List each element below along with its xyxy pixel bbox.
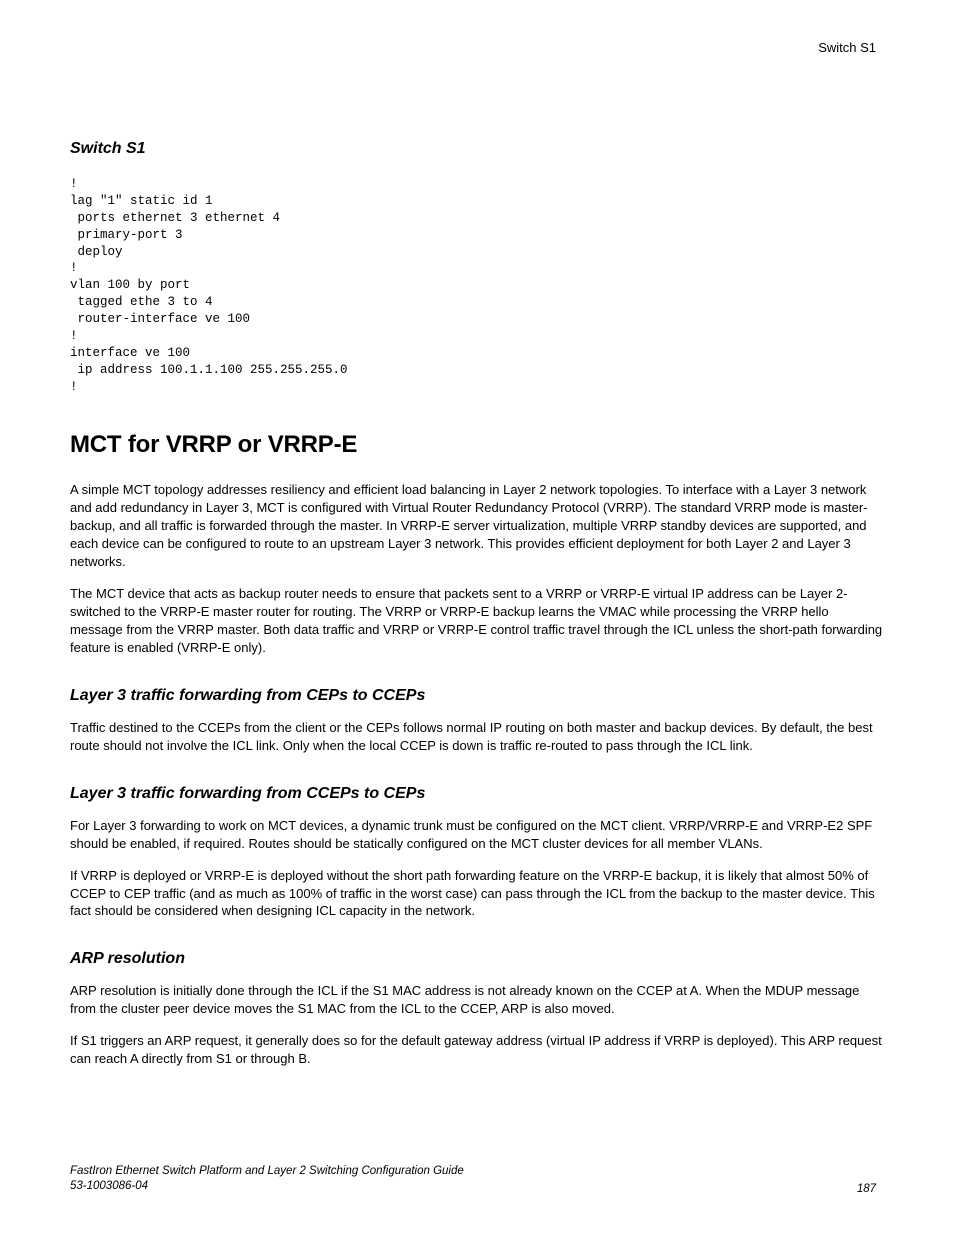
running-header: Switch S1	[818, 40, 876, 55]
section-heading-switch-s1: Switch S1	[70, 140, 884, 158]
page-footer: FastIron Ethernet Switch Platform and La…	[70, 1164, 876, 1195]
paragraph: Traffic destined to the CCEPs from the c…	[70, 719, 884, 755]
footer-left: FastIron Ethernet Switch Platform and La…	[70, 1164, 464, 1195]
paragraph: If VRRP is deployed or VRRP-E is deploye…	[70, 867, 884, 921]
footer-page-number: 187	[857, 1183, 876, 1195]
paragraph: For Layer 3 forwarding to work on MCT de…	[70, 817, 884, 853]
paragraph: A simple MCT topology addresses resilien…	[70, 481, 884, 571]
code-block-switch-s1: ! lag "1" static id 1 ports ethernet 3 e…	[70, 176, 884, 395]
footer-doc-number: 53-1003086-04	[70, 1179, 464, 1195]
subheading-ceps-to-cceps: Layer 3 traffic forwarding from CEPs to …	[70, 687, 884, 705]
page: Switch S1 Switch S1 ! lag "1" static id …	[0, 0, 954, 1235]
footer-doc-title: FastIron Ethernet Switch Platform and La…	[70, 1164, 464, 1180]
subheading-arp-resolution: ARP resolution	[70, 950, 884, 968]
heading-mct-vrrp: MCT for VRRP or VRRP-E	[70, 431, 884, 459]
subheading-cceps-to-ceps: Layer 3 traffic forwarding from CCEPs to…	[70, 785, 884, 803]
page-content: Switch S1 ! lag "1" static id 1 ports et…	[70, 140, 884, 1068]
paragraph: If S1 triggers an ARP request, it genera…	[70, 1032, 884, 1068]
paragraph: ARP resolution is initially done through…	[70, 982, 884, 1018]
paragraph: The MCT device that acts as backup route…	[70, 585, 884, 657]
